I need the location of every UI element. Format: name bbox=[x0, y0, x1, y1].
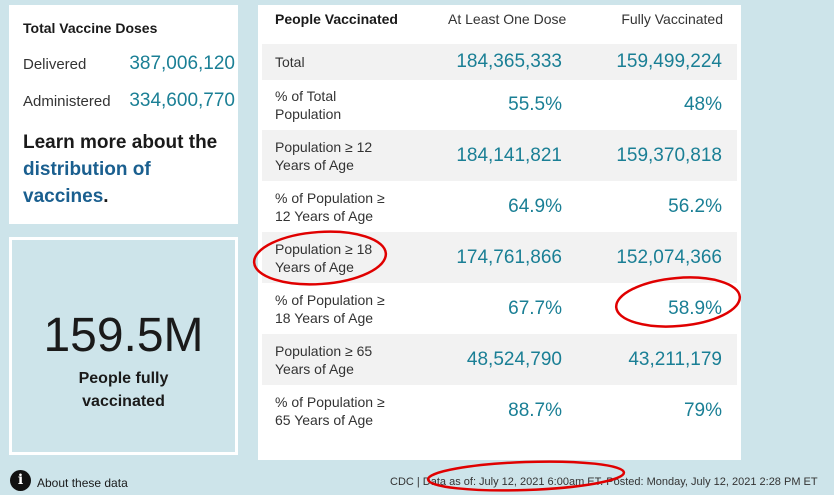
header-fully-vaccinated: Fully Vaccinated bbox=[621, 11, 723, 27]
doses-title: Total Vaccine Doses bbox=[23, 20, 158, 36]
row-fully-value: 159,499,224 bbox=[616, 51, 722, 72]
row-fully-value: 58.9% bbox=[668, 297, 722, 319]
learn-more-prefix: Learn more about the bbox=[23, 132, 218, 153]
row-one-dose-value: 67.7% bbox=[508, 297, 562, 319]
fully-vaccinated-summary: 159.5M People fully vaccinated bbox=[9, 237, 238, 455]
row-fully-value: 56.2% bbox=[668, 195, 722, 217]
row-label: Population ≥ 12 Years of Age bbox=[275, 138, 373, 173]
row-fully-value: 79% bbox=[683, 400, 722, 421]
row-label: % of Population ≥ 12 Years of Age bbox=[275, 189, 385, 224]
row-label: Population ≥ 65 Years of Age bbox=[275, 342, 373, 377]
about-these-data-link[interactable]: About these data bbox=[37, 476, 128, 490]
distribution-link[interactable]: distribution of vaccines bbox=[23, 159, 151, 207]
row-one-dose-value: 48,524,790 bbox=[466, 348, 562, 370]
row-one-dose-value: 88.7% bbox=[508, 400, 562, 421]
row-label: Population ≥ 18 Years of Age bbox=[275, 240, 373, 275]
row-fully-value: 48% bbox=[683, 94, 722, 115]
row-one-dose-value: 55.5% bbox=[508, 94, 562, 115]
delivered-value: 387,006,120 bbox=[129, 53, 235, 74]
row-fully-value: 159,370,818 bbox=[616, 144, 722, 166]
administered-row: Administered 334,600,770 bbox=[23, 90, 235, 112]
vaccine-doses-card: Total Vaccine Doses Delivered 387,006,12… bbox=[9, 5, 238, 224]
learn-more-suffix: . bbox=[103, 186, 109, 207]
table-header: People Vaccinated At Least One Dose Full… bbox=[258, 5, 741, 44]
row-label: % of Population ≥ 18 Years of Age bbox=[275, 291, 385, 326]
fully-vaccinated-label: People fully vaccinated bbox=[78, 370, 169, 410]
delivered-row: Delivered 387,006,120 bbox=[23, 53, 235, 75]
header-people-vaccinated: People Vaccinated bbox=[275, 11, 398, 27]
table-row: % of Total Population 55.5% 48% bbox=[262, 80, 737, 130]
learn-more-text: Learn more about the distribution of vac… bbox=[23, 129, 233, 210]
row-label: % of Population ≥ 65 Years of Age bbox=[275, 394, 385, 428]
row-fully-value: 152,074,366 bbox=[616, 246, 722, 268]
row-label: Total bbox=[275, 54, 305, 70]
row-one-dose-value: 184,365,333 bbox=[456, 51, 562, 72]
table-row: % of Population ≥ 12 Years of Age 64.9% … bbox=[262, 181, 737, 232]
table-row: Total 184,365,333 159,499,224 bbox=[262, 44, 737, 80]
table-row: Population ≥ 65 Years of Age 48,524,790 … bbox=[262, 334, 737, 385]
table-row: % of Population ≥ 18 Years of Age 67.7% … bbox=[262, 283, 737, 334]
row-fully-value: 43,211,179 bbox=[628, 348, 722, 370]
fully-vaccinated-count: 159.5M bbox=[43, 309, 204, 362]
info-icon[interactable]: i bbox=[10, 470, 31, 491]
administered-value: 334,600,770 bbox=[129, 90, 235, 111]
row-one-dose-value: 184,141,821 bbox=[456, 144, 562, 166]
row-one-dose-value: 174,761,866 bbox=[456, 246, 562, 268]
header-at-least-one-dose: At Least One Dose bbox=[448, 11, 567, 27]
row-one-dose-value: 64.9% bbox=[508, 195, 562, 217]
table-row: Population ≥ 18 Years of Age 174,761,866… bbox=[262, 232, 737, 283]
data-timestamp-note: CDC | Data as of: July 12, 2021 6:00am E… bbox=[390, 476, 818, 488]
table-row: Population ≥ 12 Years of Age 184,141,821… bbox=[262, 130, 737, 181]
people-vaccinated-table: People Vaccinated At Least One Dose Full… bbox=[258, 5, 741, 460]
row-label: % of Total Population bbox=[275, 88, 342, 122]
table-row: % of Population ≥ 65 Years of Age 88.7% … bbox=[262, 385, 737, 437]
administered-label: Administered bbox=[23, 93, 111, 110]
delivered-label: Delivered bbox=[23, 56, 87, 73]
